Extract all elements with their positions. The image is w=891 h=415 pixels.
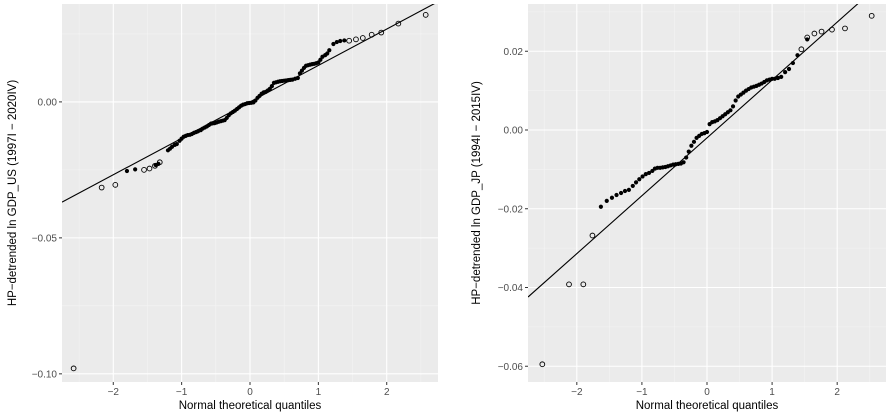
y-tick-label: −0.02 (498, 204, 524, 215)
x-tick-label: −1 (636, 387, 648, 398)
data-point-open (811, 30, 818, 37)
reference-line (528, 4, 859, 298)
data-point-filled (295, 75, 300, 81)
data-point-filled (334, 39, 339, 45)
data-point-filled (640, 174, 645, 179)
y-axis-title: HP−detrended ln GDP_US (1997I − 2020IV) (7, 80, 19, 306)
x-tick-label: −2 (571, 387, 583, 398)
data-point-filled (795, 53, 800, 58)
data-point-filled (681, 160, 686, 165)
data-point-filled (622, 188, 628, 194)
data-point-filled (689, 143, 694, 148)
data-point-filled (646, 170, 652, 176)
data-point-filled (775, 75, 781, 81)
data-point-open (539, 361, 546, 368)
data-point-filled (805, 37, 810, 42)
x-tick-label: 0 (704, 387, 710, 398)
data-point-open (70, 365, 77, 372)
data-point-filled (684, 155, 689, 160)
data-point-open (353, 36, 359, 43)
x-tick-label: 1 (316, 387, 322, 398)
data-point-filled (327, 48, 332, 53)
data-point-filled (783, 70, 788, 75)
data-point-filled (614, 192, 619, 198)
x-tick-label: 1 (769, 387, 775, 398)
data-point-filled (604, 198, 609, 203)
data-point-filled (618, 190, 624, 196)
data-point-filled (124, 168, 130, 174)
y-axis-title: HP−detrended ln GDP_JP (1994I − 2015IV) (471, 81, 483, 305)
x-axis-title: Normal theoretical quantiles (179, 400, 322, 412)
data-point-open (798, 46, 805, 53)
data-point-open (395, 20, 402, 27)
data-point-filled (728, 108, 733, 113)
x-axis-title: Normal theoretical quantiles (636, 400, 779, 412)
data-point-filled (338, 38, 343, 44)
data-point-filled (704, 129, 710, 135)
data-point-open (346, 37, 352, 44)
data-point-open (98, 184, 105, 191)
data-point-open (112, 181, 119, 188)
data-point-filled (779, 74, 784, 79)
qq-plot-gdp-us: −2 −1 0 1 2 −0.10 −0.05 0.00 Normal theoretical … (7, 4, 438, 412)
data-point-filled (790, 60, 796, 66)
data-point-filled (637, 177, 642, 182)
data-point-filled (133, 167, 138, 172)
y-tick-label: 0.00 (504, 126, 524, 137)
data-point-open (589, 232, 596, 239)
data-point-filled (730, 104, 736, 109)
y-tick-label: −0.04 (498, 283, 524, 294)
data-point-filled (174, 141, 179, 147)
data-point-filled (156, 161, 161, 167)
data-point-filled (269, 84, 274, 89)
data-point-filled (630, 183, 635, 189)
data-point-open (842, 25, 848, 32)
x-tick-label: 2 (384, 387, 390, 398)
data-point-open (566, 281, 572, 288)
data-point-open (146, 165, 153, 172)
data-point-filled (325, 51, 330, 56)
data-point-open (818, 28, 825, 35)
data-point-filled (626, 187, 631, 192)
data-point-open (141, 167, 147, 173)
data-point-filled (609, 195, 615, 200)
x-tick-label: −2 (108, 387, 120, 398)
data-point-filled (733, 98, 738, 103)
x-tick-label: 0 (247, 387, 253, 398)
data-point-filled (342, 38, 347, 43)
x-tick-label: 2 (834, 387, 840, 398)
data-point-filled (598, 204, 604, 209)
data-point-filled (331, 41, 336, 47)
data-point-filled (691, 139, 697, 144)
y-tick-label: −0.06 (498, 362, 524, 373)
data-point-open (868, 12, 875, 19)
data-point-filled (772, 76, 777, 81)
data-point-filled (633, 180, 639, 185)
y-tick-label: −0.10 (32, 369, 58, 380)
data-point-filled (786, 66, 792, 72)
y-tick-label: −0.05 (32, 233, 58, 244)
data-point-filled (686, 149, 691, 154)
data-point-open (829, 26, 835, 33)
data-point-open (368, 31, 375, 38)
qq-plot-gdp-jp: −2 −1 0 1 2 −0.06 −0.04 −0.02 0.00 0.02 Normal the… (471, 4, 886, 412)
data-point-filled (318, 57, 323, 62)
data-point-open (378, 29, 385, 36)
y-tick-label: 0.02 (504, 47, 524, 58)
data-point-open (422, 12, 429, 18)
data-point-open (580, 281, 587, 288)
x-tick-label: −1 (176, 387, 188, 398)
data-point-filled (643, 172, 648, 177)
plot-area (62, 4, 435, 372)
y-tick-label: 0.00 (38, 97, 58, 108)
plot-area (528, 4, 875, 368)
data-point-open (359, 35, 366, 41)
